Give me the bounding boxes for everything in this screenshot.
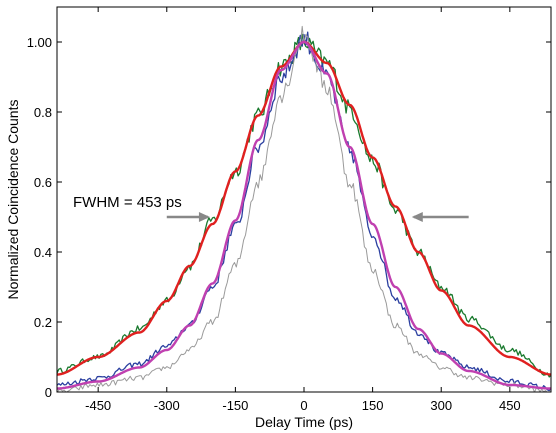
y-tick-label: 0 bbox=[45, 385, 52, 400]
series-line-4 bbox=[57, 40, 551, 390]
x-tick-label: 150 bbox=[362, 398, 384, 413]
x-tick-label: 0 bbox=[300, 398, 307, 413]
fwhm-arrows bbox=[166, 212, 469, 222]
x-axis: -450 -300 -150 0 150 300 450 bbox=[85, 7, 521, 413]
x-tick-label: -150 bbox=[222, 398, 248, 413]
y-tick-label: 1.00 bbox=[27, 35, 52, 50]
y-tick-label: 0.4 bbox=[34, 245, 52, 260]
x-tick-label: 300 bbox=[430, 398, 452, 413]
y-tick-label: 0.6 bbox=[34, 175, 52, 190]
series-line-1 bbox=[57, 31, 551, 392]
x-tick-label: 450 bbox=[499, 398, 521, 413]
y-tick-label: 0.2 bbox=[34, 315, 52, 330]
y-axis: 0 0.2 0.4 0.6 0.8 1.00 bbox=[27, 35, 551, 400]
fwhm-arrow-head bbox=[411, 212, 423, 222]
fwhm-arrow-head bbox=[198, 212, 210, 222]
y-tick-label: 0.8 bbox=[34, 105, 52, 120]
x-axis-label: Delay Time (ps) bbox=[255, 414, 353, 430]
y-axis-label: Normalized Coincidence Counts bbox=[5, 100, 21, 300]
x-tick-label: -300 bbox=[154, 398, 180, 413]
x-tick-label: -450 bbox=[85, 398, 111, 413]
fwhm-annotation: FWHM = 453 ps bbox=[73, 194, 182, 211]
